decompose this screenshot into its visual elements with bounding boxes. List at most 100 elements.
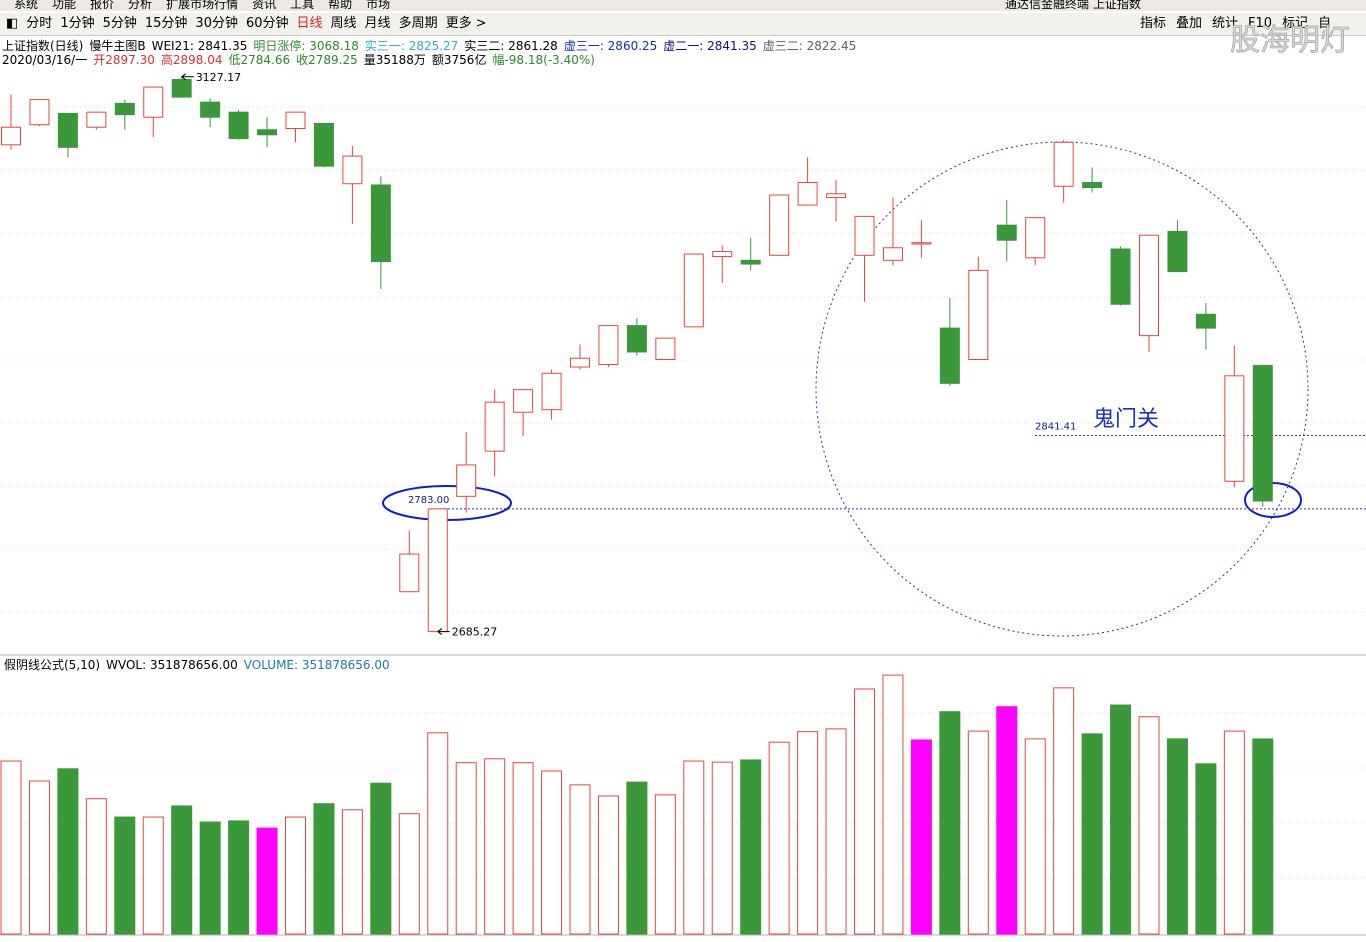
volume-bar (854, 688, 875, 935)
candle-body (740, 259, 761, 265)
toolbar-button[interactable]: 指标 (1140, 16, 1167, 31)
info-field: 实三二: 2861.28 (464, 39, 558, 53)
volume-header: 假阴线公式(5,10) WVOL: 351878656.00 VOLUME: 351… (4, 656, 396, 673)
menu-item[interactable]: 工具 (290, 0, 315, 11)
period-tab[interactable]: 15分钟 (144, 16, 188, 31)
toolbar-button[interactable]: 标记 (1282, 16, 1309, 31)
menu-item[interactable]: 功能 (52, 0, 77, 11)
candle-body (1082, 181, 1103, 188)
info-field: WEI21: 2841.35 (151, 39, 248, 53)
volume-bar (1252, 738, 1274, 935)
period-tab[interactable]: 更多 > (445, 16, 487, 31)
candle-body (826, 193, 847, 199)
level-label: 2783.00 (408, 495, 449, 506)
toolbar: ◧ 分时 1分钟 5分钟 15分钟 30分钟 60分钟 日线 周线 月线 多周期 更多 > 指标 叠加 统计… (0, 13, 1366, 36)
volume-bar (967, 730, 989, 935)
toolbar-button[interactable]: 叠加 (1176, 16, 1203, 31)
period-tab[interactable]: 月线 (364, 16, 391, 31)
menu-item[interactable]: 系统 (14, 0, 39, 11)
info-field: 上证指数(日线) (2, 39, 84, 53)
candle-body (342, 155, 363, 185)
candle-body (1252, 364, 1273, 502)
candle-body (712, 251, 733, 258)
candle-body (456, 464, 477, 497)
volume-bar (740, 759, 762, 935)
volume-bar (313, 803, 335, 935)
candle-body (541, 372, 562, 411)
candle-body (171, 79, 192, 98)
volume-bar (626, 781, 648, 935)
toolbar-button[interactable]: F10 (1248, 16, 1273, 31)
candle-body (1110, 248, 1131, 305)
highlight-circle (815, 141, 1309, 637)
period-tab[interactable]: 60分钟 (245, 16, 289, 31)
volume-bar (825, 728, 847, 935)
menu-item[interactable]: 分析 (128, 0, 153, 11)
menu-item[interactable]: 资讯 (252, 0, 277, 11)
candle-body (29, 99, 50, 126)
volume-bar (996, 706, 1018, 935)
candle-body (655, 337, 676, 360)
info-field: 实三一: 2825.27 (364, 39, 459, 53)
period-tab[interactable]: 1分钟 (60, 16, 95, 31)
volume-bar (85, 798, 107, 935)
candle-body (1224, 375, 1245, 482)
volume-bar (1081, 733, 1103, 935)
volume-bar (142, 816, 164, 935)
menu-item[interactable]: 报价 (90, 0, 115, 11)
period-tab[interactable]: 日线 (296, 16, 323, 31)
menu-bar: 系统 功能 报价 分析 扩展市场行情 资讯 工具 帮助 市场 (0, 0, 1366, 11)
period-tab[interactable]: 周线 (330, 16, 357, 31)
volume-bar (455, 762, 477, 935)
menu-item[interactable]: 市场 (366, 0, 391, 11)
toolbar-button[interactable]: 统计 (1212, 16, 1239, 31)
volume-bar (541, 770, 563, 935)
candle-body (854, 215, 875, 256)
indicator-legend: WVOL: 351878656.00 (106, 658, 238, 672)
volume-bar (683, 760, 705, 935)
candle-body (769, 194, 790, 256)
period-tab[interactable]: 多周期 (398, 16, 438, 31)
candle-body (513, 389, 534, 413)
candle-body (228, 111, 249, 140)
period-tab[interactable]: 分时 (26, 16, 53, 31)
candle-body (996, 224, 1017, 241)
grid (0, 106, 1366, 879)
volume-bar (228, 820, 250, 935)
toolbar-button[interactable]: 自 (1318, 16, 1332, 31)
volume-bar (1053, 687, 1075, 935)
info-field: 低2784.66 (228, 53, 291, 67)
volume-bar (654, 794, 676, 935)
volume-bar (711, 761, 733, 935)
low-label: 2685.27 (452, 626, 498, 639)
period-tab[interactable]: 30分钟 (195, 16, 238, 31)
candle-body (427, 508, 448, 633)
candle-body (797, 181, 818, 206)
volume-bar (597, 795, 619, 935)
info-field: 明日涨停: 3068.18 (253, 39, 359, 53)
volume-bar (569, 784, 591, 935)
info-field: 虚二一: 2841.35 (663, 39, 757, 53)
menu-item[interactable]: 扩展市场行情 (166, 0, 239, 11)
period-tab[interactable]: 5分钟 (102, 16, 137, 31)
info-field: 量35188万 (363, 53, 426, 67)
candle-body (399, 553, 420, 593)
volume-bar (341, 809, 363, 935)
indicator-legend: VOLUME: 351878656.00 (243, 658, 390, 672)
volume-bar (910, 739, 932, 935)
volume-bar (512, 762, 534, 935)
candle-body (257, 129, 278, 136)
volume-bar (882, 674, 904, 935)
volume-bar (0, 760, 22, 935)
info-field: 虚三一: 2860.25 (563, 39, 658, 53)
candle-body (570, 357, 590, 368)
candle-body (200, 101, 221, 118)
info-field: 额3756亿 (431, 53, 487, 67)
volume-bar (256, 827, 278, 935)
candle-body (683, 253, 704, 328)
level-label: 2841.41 (1035, 422, 1076, 433)
menu-item[interactable]: 帮助 (328, 0, 353, 11)
volume-bar (1110, 704, 1132, 935)
